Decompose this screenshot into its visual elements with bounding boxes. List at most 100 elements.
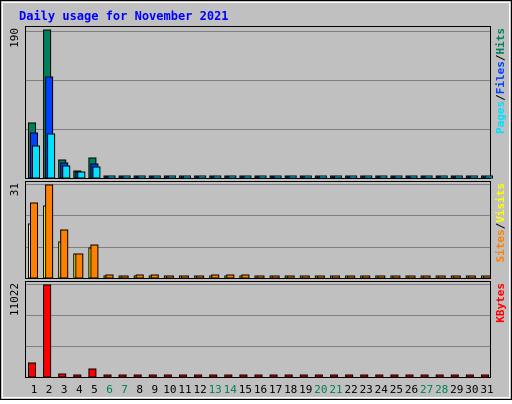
bar-kbytes-day-22 [345, 374, 354, 378]
bar-pages-day-7 [122, 175, 131, 179]
x-tick-label: 25 [390, 383, 403, 396]
panel-background [25, 281, 491, 378]
bar-sites-day-3 [60, 229, 69, 279]
x-tick-label: 1 [31, 383, 38, 396]
bar-pages-day-26 [409, 175, 418, 179]
panel-hits-files-pages: 190 Pages/Files/Hits [8, 26, 507, 179]
legend: KBytes [494, 283, 507, 323]
bar-sites-day-4 [75, 253, 84, 279]
bar-kbytes-day-21 [330, 374, 338, 378]
bar-sites-day-12 [196, 275, 205, 279]
x-tick-label: 17 [269, 383, 282, 396]
bar-kbytes-day-9 [148, 374, 157, 378]
bar-kbytes-day-28 [435, 374, 444, 378]
x-tick-label: 18 [284, 383, 297, 396]
x-tick-label: 6 [106, 383, 113, 396]
bar-pages-day-4 [77, 171, 86, 179]
bar-sites-day-29 [452, 275, 461, 279]
bar-kbytes-day-25 [390, 374, 399, 378]
x-tick-label: 11 [178, 383, 191, 396]
bar-sites-day-16 [256, 275, 265, 279]
bar-sites-day-10 [165, 275, 174, 279]
x-tick-label: 24 [375, 383, 389, 396]
chart-border-inner [2, 2, 510, 398]
y-max-label: 11022 [8, 283, 21, 316]
bar-pages-day-31 [485, 175, 493, 179]
bar-kbytes-day-20 [314, 374, 323, 378]
legend: Pages/Files/Hits [494, 28, 507, 134]
legend-entry: / [494, 222, 507, 229]
x-tick-label: 30 [465, 383, 478, 396]
bar-sites-day-5 [90, 244, 99, 279]
bar-pages-day-1 [32, 145, 40, 179]
x-tick-label: 27 [420, 383, 433, 396]
x-tick-label: 12 [193, 383, 206, 396]
bar-kbytes-day-30 [465, 374, 474, 378]
bar-kbytes-day-14 [224, 374, 233, 378]
bar-sites-day-6 [105, 274, 114, 279]
bar-sites-day-11 [181, 275, 189, 279]
bar-sites-day-27 [422, 275, 431, 279]
bar-kbytes-day-5 [88, 368, 97, 378]
legend-entry: Files [494, 61, 507, 94]
bar-pages-day-18 [288, 175, 297, 179]
x-tick-label: 28 [435, 383, 448, 396]
legend-entry: Visits [494, 183, 507, 223]
bar-sites-day-23 [362, 275, 371, 279]
bar-pages-day-27 [424, 175, 433, 179]
bar-sites-day-2 [45, 184, 54, 279]
bar-sites-day-15 [241, 274, 250, 279]
bar-kbytes-day-16 [254, 374, 263, 378]
y-max-label: 190 [8, 28, 21, 48]
bar-kbytes-day-12 [194, 374, 203, 378]
legend-entry: KBytes [494, 283, 507, 323]
bar-sites-day-8 [135, 274, 144, 279]
panel-kbytes: 11022 KBytes [8, 281, 507, 378]
x-tick-label: 4 [76, 383, 83, 396]
x-tick-label: 8 [136, 383, 143, 396]
bar-kbytes-day-2 [43, 284, 52, 378]
x-tick-label: 14 [224, 383, 238, 396]
x-tick-label: 15 [239, 383, 252, 396]
x-tick-label: 2 [46, 383, 53, 396]
bar-sites-day-28 [437, 275, 446, 279]
bar-kbytes-day-6 [103, 374, 112, 378]
x-tick-label: 7 [121, 383, 128, 396]
bar-pages-day-3 [62, 165, 71, 179]
legend-entry: Hits [494, 28, 507, 55]
panel-background [25, 26, 491, 179]
bar-pages-day-9 [152, 175, 161, 179]
bar-kbytes-day-7 [118, 374, 127, 378]
bar-pages-day-13 [213, 175, 222, 179]
x-axis-labels: 1 2 3 4 5 6 7 8 9 10 11 12 13 14 15 16 17 18 19 20 21 22 23 24 2… [31, 383, 494, 396]
panel-background [25, 181, 491, 279]
x-tick-label: 13 [209, 383, 222, 396]
bar-sites-day-21 [332, 275, 340, 279]
bar-pages-day-24 [379, 175, 388, 179]
bar-kbytes-day-31 [481, 374, 489, 378]
bar-kbytes-day-26 [405, 374, 414, 378]
bar-sites-day-30 [467, 275, 476, 279]
bar-kbytes-day-29 [450, 374, 459, 378]
bar-pages-day-16 [258, 175, 267, 179]
bar-kbytes-day-17 [269, 374, 278, 378]
bar-sites-day-20 [316, 275, 325, 279]
x-tick-label: 29 [450, 383, 463, 396]
x-tick-label: 5 [91, 383, 98, 396]
bar-kbytes-day-24 [375, 374, 384, 378]
bar-pages-day-15 [243, 175, 252, 179]
x-tick-label: 21 [329, 383, 342, 396]
bar-pages-day-23 [364, 175, 373, 179]
bar-kbytes-day-13 [209, 374, 218, 378]
x-tick-label: 20 [314, 383, 327, 396]
legend-entry: Sites [494, 229, 507, 262]
bar-sites-day-26 [407, 275, 416, 279]
bar-sites-day-17 [271, 275, 280, 279]
bar-pages-day-22 [349, 175, 358, 179]
bar-sites-day-24 [377, 275, 386, 279]
bar-pages-day-28 [439, 175, 448, 179]
y-max-label: 31 [8, 183, 21, 196]
bar-pages-day-10 [167, 175, 176, 179]
